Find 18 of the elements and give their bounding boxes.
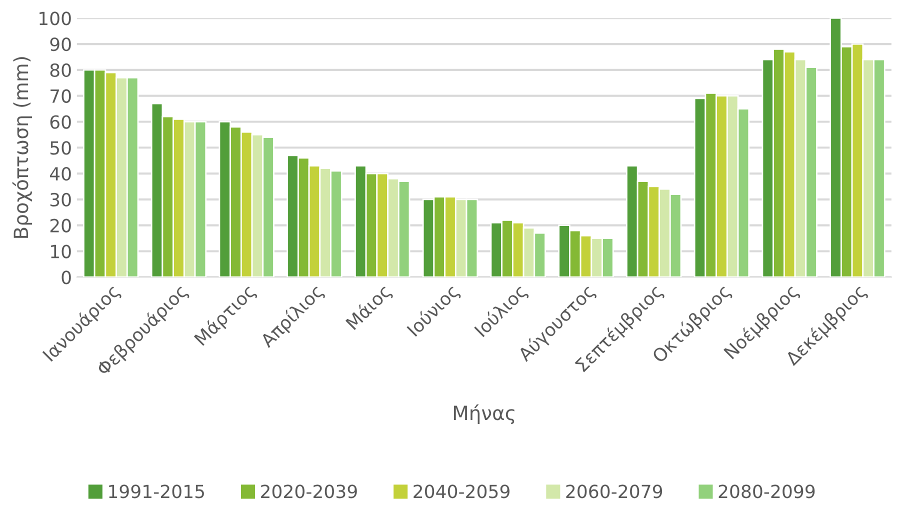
y-axis-title: Βροχόπτωση (mm) bbox=[12, 57, 32, 238]
legend-label: 2060-2079 bbox=[566, 484, 662, 498]
x-axis-title: Μήνας bbox=[454, 404, 514, 424]
legend-label: 2020-2039 bbox=[261, 484, 357, 498]
y-tick-label: 80 bbox=[50, 63, 71, 78]
y-tick-label: 10 bbox=[51, 244, 71, 258]
y-tick-label: 90 bbox=[50, 37, 71, 52]
y-tick-label: 40 bbox=[50, 166, 71, 181]
y-tick-label: 20 bbox=[50, 218, 71, 232]
legend-label: 1991-2015 bbox=[109, 484, 204, 498]
y-tick-label: 60 bbox=[50, 115, 71, 129]
y-tick-label: 50 bbox=[50, 141, 71, 155]
y-tick-label: 100 bbox=[40, 12, 71, 26]
legend-label: 2040-2059 bbox=[414, 484, 510, 498]
y-tick-label: 30 bbox=[50, 192, 71, 207]
y-tick-label: 70 bbox=[50, 89, 71, 103]
legend-label: 2080-2099 bbox=[718, 484, 815, 498]
y-tick-label: 0 bbox=[62, 270, 71, 284]
